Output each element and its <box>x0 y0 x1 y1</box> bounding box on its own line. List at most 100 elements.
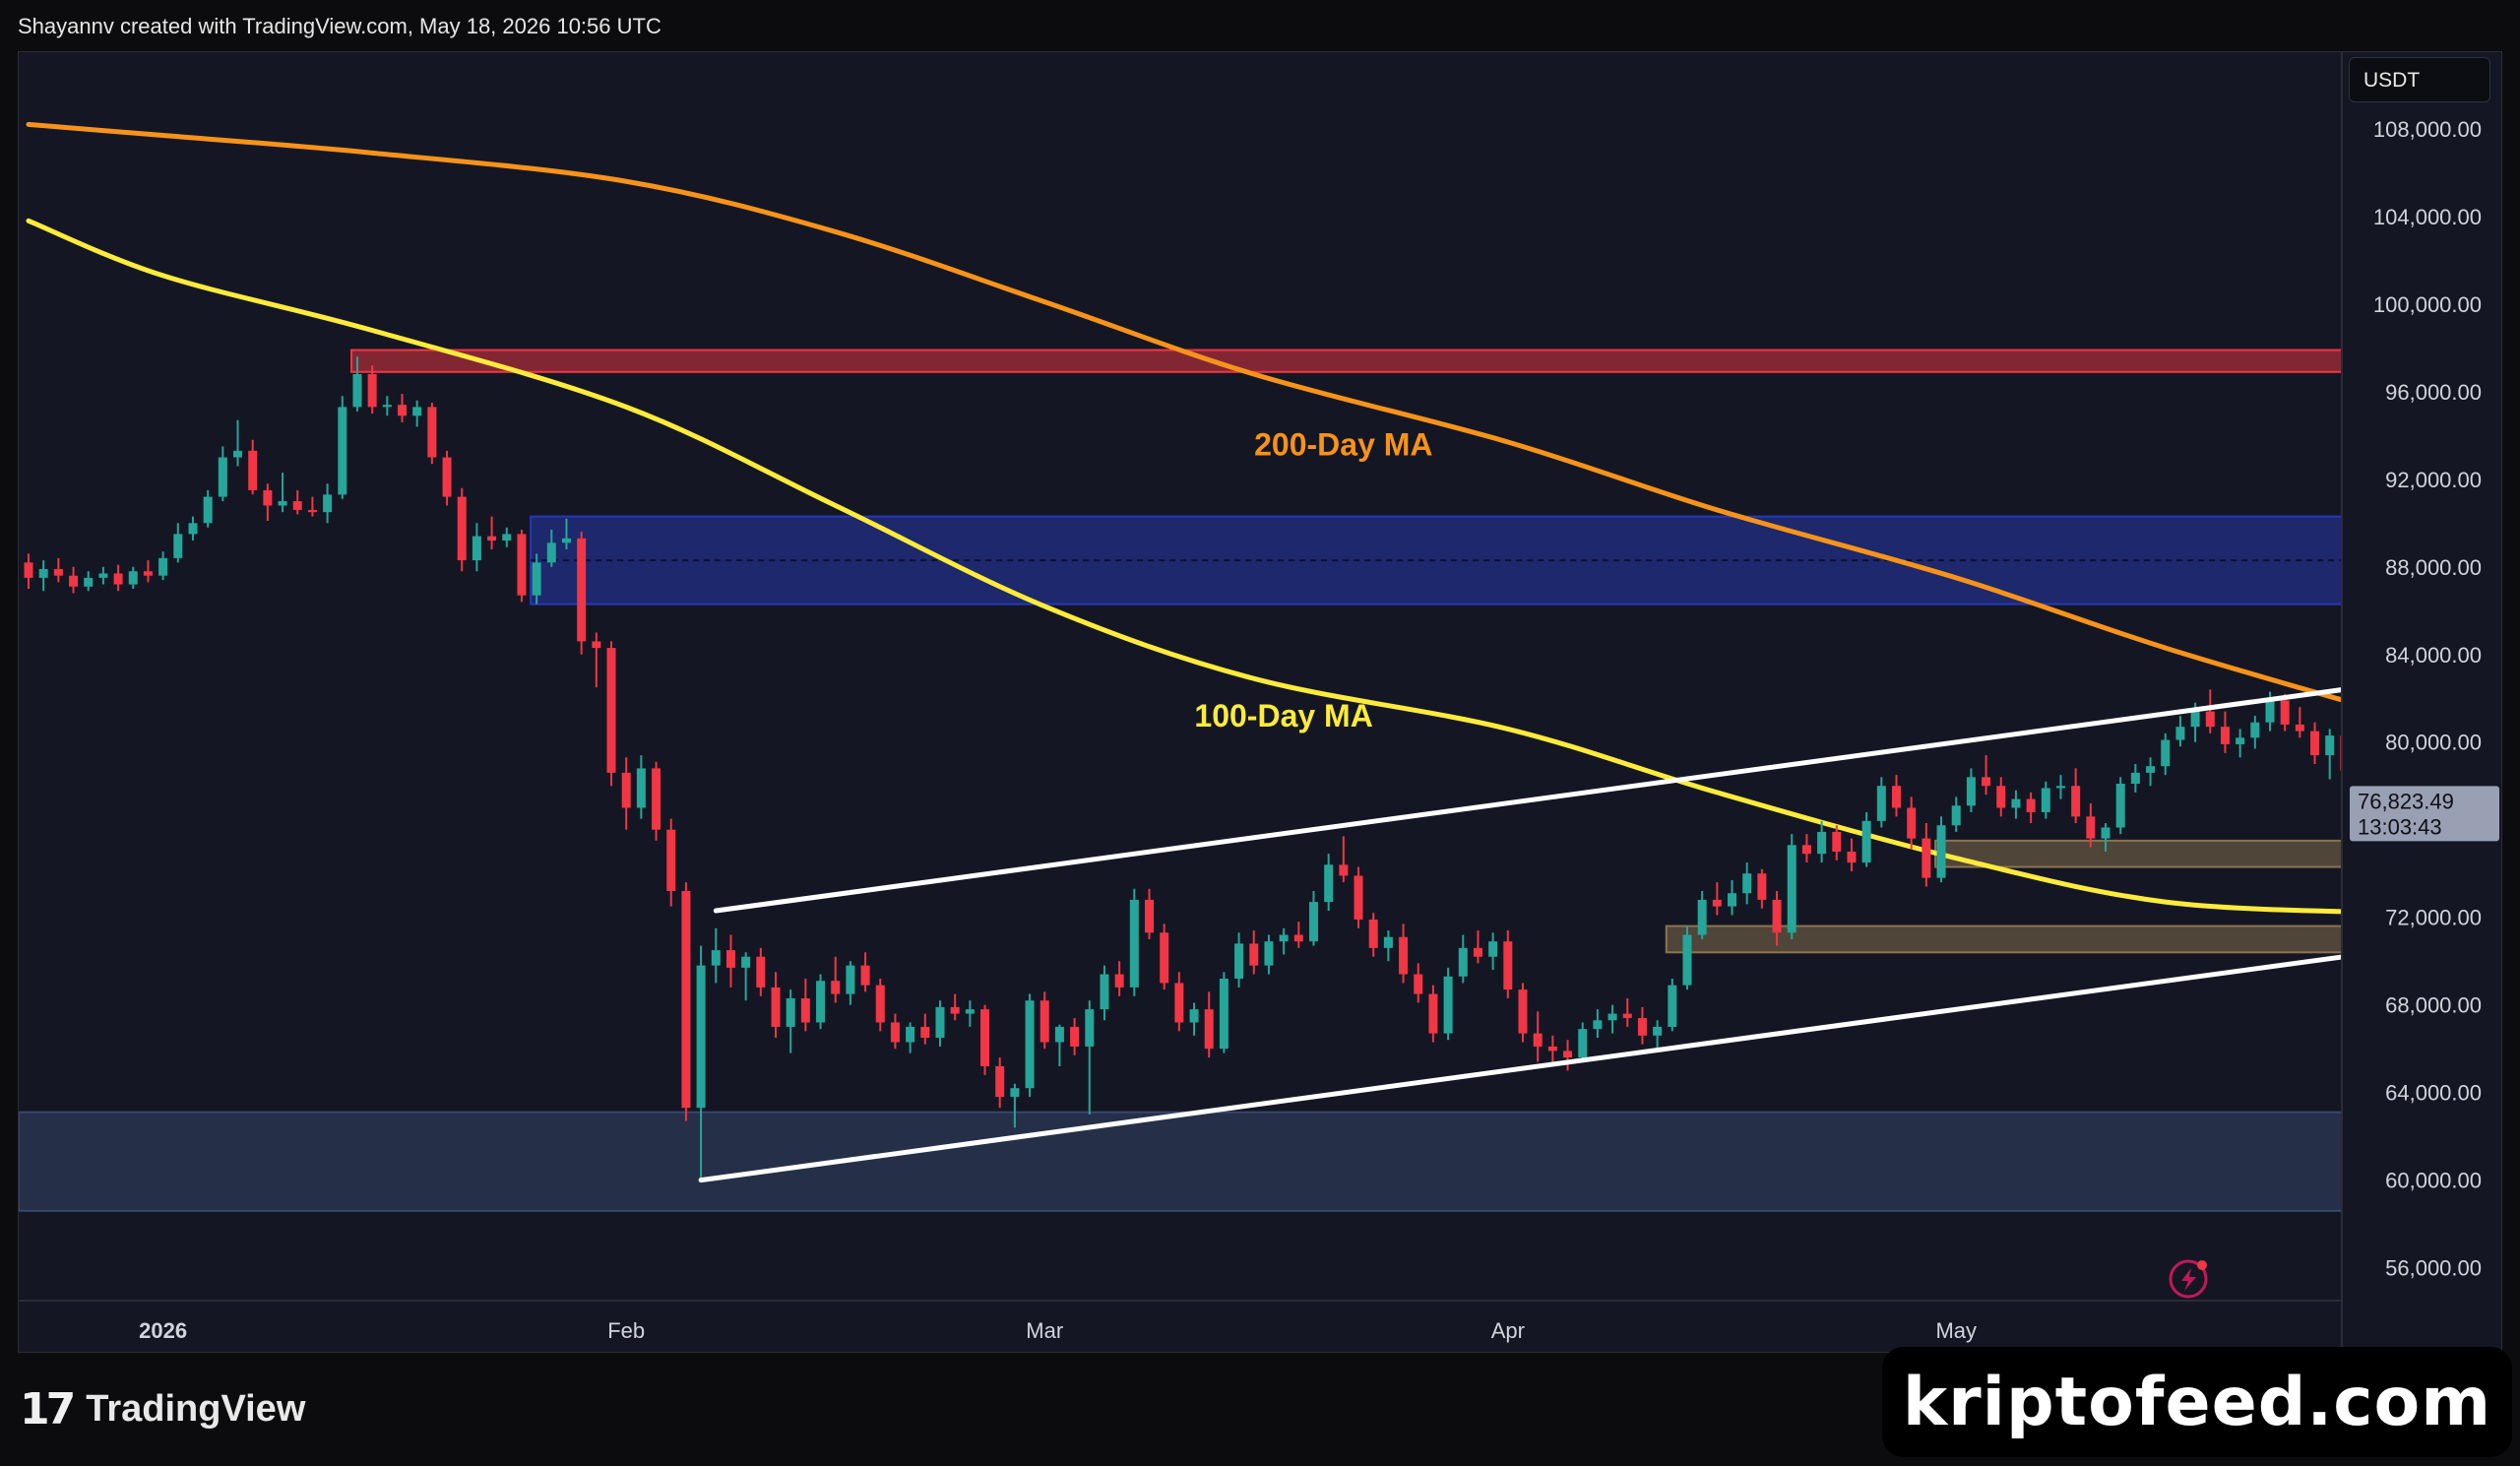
candle-body <box>352 374 362 408</box>
candle-body <box>1682 934 1692 986</box>
candle-body <box>965 1009 975 1014</box>
currency-selector[interactable]: USDT <box>2349 57 2490 102</box>
candle <box>2220 711 2230 753</box>
price-tick-label: 100,000.00 <box>2373 292 2482 317</box>
candle <box>1040 991 1049 1050</box>
candle-body <box>398 405 407 416</box>
candle-body <box>2236 737 2245 744</box>
lightning-icon-dot <box>2197 1260 2207 1270</box>
candle <box>1204 991 1214 1058</box>
candle <box>427 402 437 465</box>
candle <box>2205 689 2215 733</box>
candle-body <box>1010 1088 1020 1098</box>
candle-body <box>950 1006 960 1014</box>
candle-body <box>1399 936 1409 975</box>
last-price-countdown: 13:03:43 <box>2358 814 2442 839</box>
candle-body <box>442 457 452 497</box>
candle <box>158 551 168 581</box>
price-tick-label: 68,000.00 <box>2385 993 2482 1018</box>
candle-body <box>1308 902 1318 942</box>
candle <box>666 818 676 907</box>
candle <box>2011 790 2021 819</box>
candle-body <box>1428 993 1438 1034</box>
candle <box>995 1057 1005 1109</box>
candle <box>1996 777 2006 817</box>
candle <box>1876 777 1886 828</box>
candle-body <box>2175 727 2185 740</box>
candle <box>1219 972 1228 1053</box>
candle <box>2236 729 2245 758</box>
last-price-value: 76,823.49 <box>2358 789 2454 813</box>
candle <box>906 1022 915 1053</box>
candle <box>248 439 258 495</box>
price-tick-label: 104,000.00 <box>2373 205 2482 229</box>
candle <box>338 396 347 499</box>
candle <box>1234 932 1244 988</box>
candle <box>1593 1009 1603 1039</box>
candle-body <box>1892 786 1901 808</box>
candle <box>1414 963 1423 1003</box>
candle <box>233 419 243 467</box>
candle <box>1637 1006 1647 1045</box>
candle <box>741 952 751 1001</box>
price-tick-label: 60,000.00 <box>2385 1169 2482 1193</box>
candle <box>816 974 826 1030</box>
time-tick-label: May <box>1935 1318 1977 1343</box>
candle <box>1578 1022 1588 1062</box>
candle-body <box>1518 989 1528 1034</box>
candle-body <box>1145 899 1154 933</box>
candle <box>457 487 467 572</box>
chart-frame[interactable]: 200-Day MA 100-Day MA 56,000.00 60,000.00 64… <box>18 51 2502 1353</box>
candle-body <box>173 534 183 558</box>
candle-body <box>1876 786 1886 821</box>
candle <box>1443 967 1453 1041</box>
candle <box>1145 888 1154 939</box>
candle-body <box>1728 893 1737 907</box>
candle <box>367 365 377 414</box>
candle <box>621 757 631 830</box>
candle-body <box>2280 700 2290 725</box>
candle-body <box>1547 1046 1557 1052</box>
candle-body <box>1070 1026 1080 1047</box>
candle-body <box>906 1026 915 1043</box>
price-tick-label: 96,000.00 <box>2385 380 2482 405</box>
chart-credit: Shayannv created with TradingView.com, M… <box>18 14 662 38</box>
candle-body <box>890 1022 900 1043</box>
candle-body <box>2101 827 2110 839</box>
candle-body <box>1249 943 1259 966</box>
time-tick-label: 2026 <box>139 1318 187 1343</box>
candle <box>935 1000 945 1047</box>
candle <box>278 473 287 513</box>
candle <box>1473 930 1482 964</box>
candle-body <box>532 562 541 596</box>
candle <box>1757 868 1767 909</box>
candle-body <box>1653 1026 1663 1036</box>
price-chart[interactable]: 200-Day MA 100-Day MA 56,000.00 60,000.00 64… <box>19 52 2501 1352</box>
candle-body <box>263 489 273 506</box>
candle-body <box>233 450 243 458</box>
candle <box>1861 811 1871 867</box>
candle-body <box>1324 864 1334 903</box>
candle <box>2041 781 2050 819</box>
candle <box>1847 838 1857 871</box>
candle-body <box>24 562 33 578</box>
ma100-label: 100-Day MA <box>1194 698 1372 733</box>
candle-body <box>1100 974 1109 1010</box>
candle-body <box>2011 798 2021 808</box>
candle-body <box>338 407 347 495</box>
candle-body <box>307 509 317 513</box>
candle-body <box>188 523 198 535</box>
candle-body <box>2130 772 2140 785</box>
candle-body <box>1922 838 1931 878</box>
candle <box>636 755 646 819</box>
candle <box>1249 930 1259 975</box>
candle-body <box>98 573 108 578</box>
candle-body <box>1996 786 2006 808</box>
lightning-icon[interactable] <box>2169 1259 2208 1299</box>
tradingview-logo[interactable]: 17 TradingView <box>20 1382 305 1435</box>
candle-body <box>1817 831 1827 855</box>
candle-body <box>113 573 123 585</box>
lightning-icon-bolt <box>2181 1268 2196 1291</box>
candle <box>1787 834 1796 939</box>
